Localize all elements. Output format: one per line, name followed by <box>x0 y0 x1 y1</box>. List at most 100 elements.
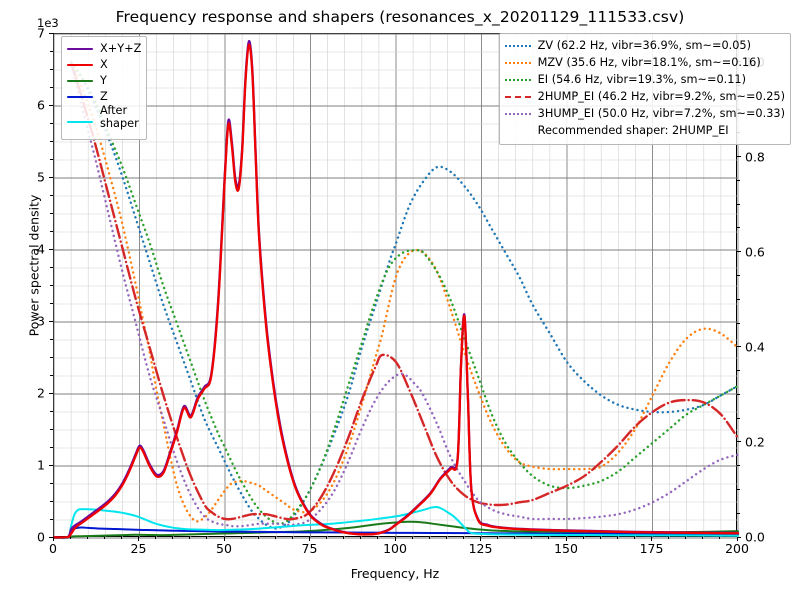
legend-item-ei[interactable]: EI (54.6 Hz, vibr=19.3%, sm~=0.11) <box>504 72 785 89</box>
legend-item-label: ZV (62.2 Hz, vibr=36.9%, sm~=0.05) <box>537 39 752 53</box>
x-tickmark <box>394 537 396 541</box>
legend-item-label: 2HUMP_EI (46.2 Hz, vibr=9.2%, sm~=0.25) <box>537 90 785 104</box>
x-tick-label-200: 200 <box>725 541 749 556</box>
legend-item-after-shaper[interactable]: After shaper <box>67 104 141 135</box>
legend-item-y[interactable]: Y <box>67 73 141 89</box>
y-minor-tickmark <box>50 122 53 124</box>
legend-item-mzv[interactable]: MZV (35.6 Hz, vibr=18.1%, sm~=0.16) <box>504 55 785 72</box>
legend-item-z[interactable]: Z <box>67 89 141 105</box>
y-minor-tickmark <box>50 482 53 484</box>
x-minor-tickmark <box>206 537 208 540</box>
x-minor-tickmark <box>531 537 533 540</box>
x-minor-tickmark <box>343 537 345 540</box>
y2-minor-tickmark <box>737 179 740 181</box>
y-minor-tickmark <box>50 410 53 412</box>
data-curves <box>52 40 740 540</box>
legend-item-x[interactable]: X <box>67 57 141 73</box>
legend-item-label: X+Y+Z <box>100 41 142 55</box>
psd-curve-after-shaper <box>53 505 739 540</box>
y2-minor-tickmark <box>737 465 740 467</box>
shaper-curve-zv <box>69 61 740 530</box>
legend-color-swatch <box>504 109 531 121</box>
y-minor-tickmark <box>50 50 53 52</box>
legend-color-swatch <box>67 75 93 87</box>
x-tickmark <box>651 537 652 541</box>
y-axis-label: Power spectral density <box>26 194 42 337</box>
x-minor-tickmark <box>633 537 635 540</box>
x-tick-label-25: 25 <box>130 541 147 556</box>
x-minor-tickmark <box>514 537 516 540</box>
y-minor-tickmark <box>50 140 53 142</box>
y-minor-tickmark <box>50 518 53 520</box>
legend-item-2hump_ei[interactable]: 2HUMP_EI (46.2 Hz, vibr=9.2%, sm~=0.25) <box>504 89 785 106</box>
y-tickmark <box>49 392 53 394</box>
x-minor-tickmark <box>240 537 242 540</box>
y-tick-label-4: 4 <box>37 241 45 257</box>
legend-item-label: After shaper <box>100 104 139 130</box>
x-minor-tickmark <box>719 537 721 540</box>
y-tickmark <box>49 248 53 250</box>
y2-tick-label-0.2: 0.2 <box>745 434 765 450</box>
legend-psd[interactable]: X+Y+Z X Y Z After shaper <box>61 36 148 140</box>
legend-color-swatch <box>504 75 531 87</box>
x-minor-tickmark <box>462 537 464 540</box>
psd-curve-y <box>53 520 739 539</box>
x-minor-tickmark <box>189 537 191 540</box>
y2-minor-tickmark <box>737 370 740 372</box>
x-minor-tickmark <box>103 537 105 540</box>
x-tickmark <box>736 537 738 541</box>
y-tick-label-7: 7 <box>37 25 45 41</box>
y2-tick-label-0.0: 0.0 <box>745 529 765 545</box>
y2-minor-tickmark <box>737 488 740 490</box>
x-tickmark <box>52 537 54 541</box>
x-minor-tickmark <box>274 537 276 540</box>
y-tick-label-5: 5 <box>37 169 45 185</box>
legend-item-label: X <box>100 57 108 71</box>
legend-item-label: Y <box>100 73 107 87</box>
shaper-curve-mzv <box>69 61 740 523</box>
x-axis-label: Frequency, Hz <box>350 566 440 581</box>
x-tick-label-175: 175 <box>639 541 664 556</box>
x-minor-tickmark <box>428 537 430 540</box>
x-minor-tickmark <box>69 537 71 540</box>
x-minor-tickmark <box>120 537 122 540</box>
legend-spacer <box>505 126 531 138</box>
y-minor-tickmark <box>50 158 53 160</box>
x-minor-tickmark <box>411 537 413 540</box>
legend-item-x-y-z[interactable]: X+Y+Z <box>67 41 141 57</box>
legend-color-swatch <box>504 58 531 70</box>
y2-minor-tickmark <box>737 274 740 276</box>
legend-color-swatch <box>67 116 93 128</box>
y-tick-label-1: 1 <box>37 457 45 473</box>
x-tick-label-125: 125 <box>468 541 493 556</box>
y-tickmark <box>49 176 53 178</box>
legend-color-swatch <box>67 59 93 71</box>
legend-item-label: 3HUMP_EI (50.0 Hz, vibr=7.2%, sm~=0.33) <box>537 107 785 121</box>
legend-item-label: EI (54.6 Hz, vibr=19.3%, sm~=0.11) <box>537 73 747 87</box>
y-minor-tickmark <box>50 86 53 88</box>
y2-minor-tickmark <box>737 227 740 229</box>
x-minor-tickmark <box>685 537 687 540</box>
shaper-curve-3hump_ei <box>69 61 740 528</box>
recommended-shaper-label: Recommended shaper: 2HUMP_EI <box>537 124 729 138</box>
x-tickmark <box>223 537 225 541</box>
x-minor-tickmark <box>702 537 704 540</box>
y2-minor-tickmark <box>737 417 740 419</box>
legend-shapers[interactable]: ZV (62.2 Hz, vibr=36.9%, sm~=0.05) MZV (3… <box>498 33 791 145</box>
x-minor-tickmark <box>445 537 447 540</box>
x-tickmark <box>309 537 310 541</box>
y2-tick-label-0.6: 0.6 <box>745 244 765 260</box>
x-minor-tickmark <box>668 537 670 540</box>
legend-item-label: Z <box>100 89 108 103</box>
x-minor-tickmark <box>582 537 584 540</box>
y2-tickmark <box>737 251 741 253</box>
y2-tickmark <box>737 441 741 443</box>
legend-item-zv[interactable]: ZV (62.2 Hz, vibr=36.9%, sm~=0.05) <box>504 38 785 55</box>
y-minor-tickmark <box>50 374 53 376</box>
legend-item-3hump_ei[interactable]: 3HUMP_EI (50.0 Hz, vibr=7.2%, sm~=0.33) <box>504 106 785 123</box>
y-minor-tickmark <box>50 266 53 268</box>
y-minor-tickmark <box>50 284 53 286</box>
y2-minor-tickmark <box>737 512 740 514</box>
y-minor-tickmark <box>50 446 53 448</box>
